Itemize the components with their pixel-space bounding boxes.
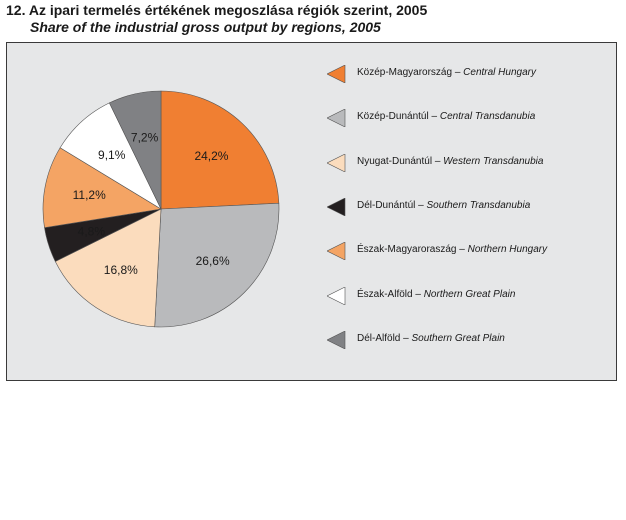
legend-separator: – [452,67,464,78]
legend-label: Észak-Alföld – Northern Great Plain [357,289,515,300]
legend-swatch [327,197,346,216]
legend-separator: – [412,288,424,300]
legend-swatch [327,153,346,172]
legend-label-hu: Észak-Magyaroraszág [357,244,457,256]
legend-label-hu: Dél-Dunántúl [357,199,416,211]
chart-title: 12. Az ipari termelés értékének megoszlá… [6,2,428,18]
pie-slice [160,90,280,210]
legend-label-en: Southern Great Plain [411,332,505,344]
legend-label: Dél-Alföld – Southern Great Plain [357,333,505,344]
legend-swatch [327,242,346,261]
legend-label-en: Southern Transdanubia [426,199,531,211]
legend-swatch [327,286,346,305]
slice-data-label: 24,2% [194,149,228,163]
pie-chart: 24,2% 26,6% 16,8% 4,8% 11,2% 9,1% 7,2% [42,90,280,328]
legend-label-hu: Közép-Magyarország [357,67,453,78]
legend-label-en: Central Transdanubia [439,111,536,123]
legend-label: Észak-Magyaroraszág – Northern Hungary [357,244,547,255]
legend-label-hu: Észak-Alföld [357,288,413,300]
legend-separator: – [400,332,412,344]
legend-label: Közép-Dunántúl – Central Transdanubia [357,111,535,122]
chart-subtitle: Share of the industrial gross output by … [30,19,381,35]
legend-separator: – [415,199,427,211]
slice-data-label: 4,8% [78,224,106,238]
legend-separator: – [432,155,444,167]
pie-slice [42,147,162,229]
pie-slice [108,90,162,210]
legend-label-hu: Közép-Dunántúl [357,111,429,123]
legend-label-hu: Dél-Alföld [357,332,401,344]
slice-data-label: 9,1% [98,148,126,162]
legend-label-en: Northern Hungary [467,244,548,256]
chart-panel: 24,2% 26,6% 16,8% 4,8% 11,2% 9,1% 7,2% Közép-M… [6,42,617,381]
pie-slice [54,208,162,328]
legend-label-en: Central Hungary [463,67,536,78]
legend-swatch [327,109,346,128]
legend-label-hu: Nyugat-Dunántúl [357,155,433,167]
legend-swatch [327,330,346,349]
legend-label: Dél-Dunántúl – Southern Transdanubia [357,200,530,211]
slice-data-label: 16,8% [104,263,138,277]
pie-slice [154,202,280,328]
legend-swatch [327,65,346,83]
slice-data-label: 11,2% [73,188,106,202]
slice-data-label: 7,2% [131,131,159,145]
legend-label-en: Western Transdanubia [443,155,544,167]
legend-label: Közép-Magyarország – Central Hungary [357,67,536,78]
legend-label-en: Northern Great Plain [423,288,516,300]
legend-separator: – [456,244,468,256]
legend-label: Nyugat-Dunántúl – Western Transdanubia [357,156,543,167]
legend-separator: – [428,111,440,123]
slice-data-label: 26,6% [196,254,230,268]
